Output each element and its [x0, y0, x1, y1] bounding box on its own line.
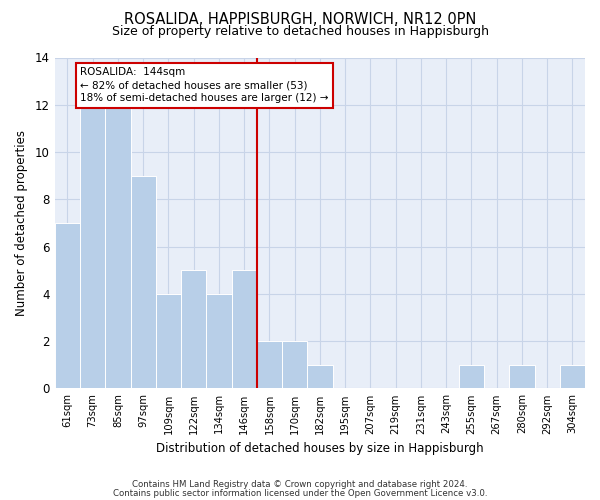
- X-axis label: Distribution of detached houses by size in Happisburgh: Distribution of detached houses by size …: [156, 442, 484, 455]
- Bar: [282, 341, 307, 388]
- Bar: [509, 365, 535, 388]
- Bar: [206, 294, 232, 388]
- Text: ROSALIDA, HAPPISBURGH, NORWICH, NR12 0PN: ROSALIDA, HAPPISBURGH, NORWICH, NR12 0PN: [124, 12, 476, 28]
- Bar: [560, 365, 585, 388]
- Bar: [156, 294, 181, 388]
- Bar: [257, 341, 282, 388]
- Bar: [80, 105, 106, 389]
- Y-axis label: Number of detached properties: Number of detached properties: [15, 130, 28, 316]
- Bar: [232, 270, 257, 388]
- Text: Size of property relative to detached houses in Happisburgh: Size of property relative to detached ho…: [112, 25, 488, 38]
- Text: ROSALIDA:  144sqm
← 82% of detached houses are smaller (53)
18% of semi-detached: ROSALIDA: 144sqm ← 82% of detached house…: [80, 67, 329, 104]
- Bar: [307, 365, 332, 388]
- Text: Contains HM Land Registry data © Crown copyright and database right 2024.: Contains HM Land Registry data © Crown c…: [132, 480, 468, 489]
- Bar: [131, 176, 156, 388]
- Bar: [459, 365, 484, 388]
- Bar: [106, 105, 131, 389]
- Text: Contains public sector information licensed under the Open Government Licence v3: Contains public sector information licen…: [113, 488, 487, 498]
- Bar: [181, 270, 206, 388]
- Bar: [55, 223, 80, 388]
